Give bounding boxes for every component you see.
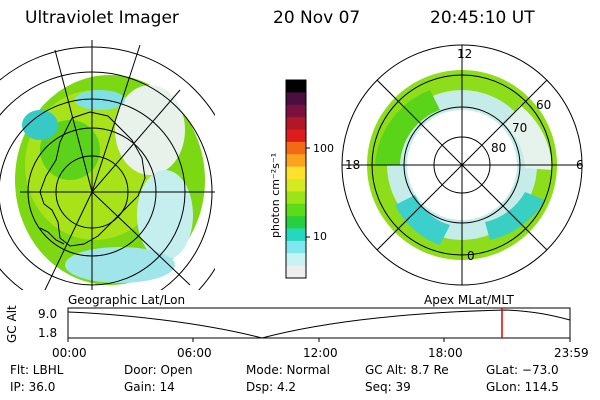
info-gain: Gain: 14 (124, 380, 175, 394)
colorbar-band (286, 92, 306, 106)
info-ip: IP: 36.0 (10, 380, 56, 394)
alt-xtick-0600: 06:00 (177, 346, 212, 360)
colorbar-band (286, 240, 306, 254)
colorbar-band (286, 129, 306, 143)
colorbar-band (286, 216, 306, 230)
alt-xtick-0000: 00:00 (52, 346, 87, 360)
header-date: 20 Nov 07 (273, 8, 361, 28)
mlt-label-12: 12 (457, 47, 473, 61)
mlat-mlt-plot (341, 44, 583, 286)
colorbar-band (286, 253, 306, 267)
colorbar-band (286, 104, 306, 118)
altitude-plot (67, 307, 571, 342)
info-seq: Seq: 39 (365, 380, 411, 394)
colorbar-band (286, 203, 306, 217)
mlat-label-70: 70 (512, 121, 528, 135)
info-gc-alt: GC Alt: 8.7 Re (365, 363, 449, 377)
info-glat: GLat: −73.0 (486, 363, 559, 377)
alt-xtick-2359: 23:59 (554, 346, 589, 360)
colorbar-band (286, 228, 306, 242)
alt-ytick-high: 9.0 (38, 307, 58, 321)
mlt-label-6: 6 (576, 158, 584, 172)
colorbar-band (286, 154, 306, 168)
alt-ylabel: GC Alt (5, 305, 19, 343)
instrument-title: Ultraviolet Imager (25, 8, 179, 28)
mlt-label-0: 0 (467, 249, 475, 263)
colorbar-band (286, 141, 306, 155)
info-door: Door: Open (124, 363, 193, 377)
colorbar (285, 79, 310, 279)
colorbar-band (286, 191, 306, 205)
colorbar-unit-label: photon cm⁻²s⁻¹ (269, 152, 282, 238)
alt-ytick-low: 1.8 (38, 326, 58, 340)
info-filter: Flt: LBHL (10, 363, 64, 377)
info-glon: GLon: 114.5 (486, 380, 559, 394)
mlat-label-80: 80 (491, 141, 507, 155)
colorbar-tick-10: 10 (313, 230, 327, 243)
mlt-label-18: 18 (345, 158, 361, 172)
alt-xtick-1800: 18:00 (428, 346, 463, 360)
colorbar-band (286, 179, 306, 192)
info-dsp: Dsp: 4.2 (246, 380, 297, 394)
colorbar-band (286, 166, 306, 180)
geographic-image (0, 40, 215, 290)
info-mode: Mode: Normal (246, 363, 330, 377)
mlat-label-60: 60 (536, 98, 552, 112)
colorbar-band (286, 80, 306, 93)
colorbar-band (286, 265, 306, 279)
geographic-label: Geographic Lat/Lon (68, 293, 186, 307)
alt-xtick-1200: 12:00 (303, 346, 338, 360)
apex-label: Apex MLat/MLT (424, 293, 514, 307)
colorbar-band (286, 117, 306, 131)
header-time: 20:45:10 UT (430, 8, 535, 28)
colorbar-tick-100: 100 (313, 142, 334, 155)
